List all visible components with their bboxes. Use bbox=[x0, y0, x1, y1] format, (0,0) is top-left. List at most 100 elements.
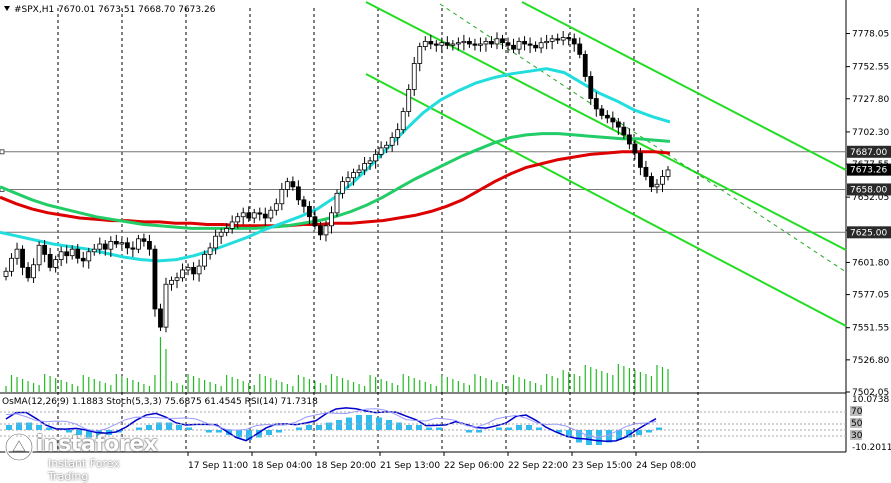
candle-body bbox=[196, 265, 202, 275]
candle-body bbox=[295, 186, 301, 201]
osma-bar bbox=[266, 430, 272, 435]
osc-level-box bbox=[850, 406, 862, 416]
ma-line-ma-144 bbox=[0, 132, 671, 230]
candle-body bbox=[433, 43, 439, 46]
candle-body bbox=[191, 266, 196, 275]
candle-body bbox=[141, 238, 147, 242]
osma-bar bbox=[96, 430, 102, 438]
candle-body bbox=[483, 40, 489, 45]
price-label-box bbox=[847, 163, 891, 176]
candle-body bbox=[345, 177, 351, 183]
candle-body bbox=[312, 216, 318, 227]
candle-body bbox=[643, 166, 649, 177]
osma-bar bbox=[636, 430, 642, 435]
candle-body bbox=[307, 205, 312, 218]
price-chart[interactable]: 7778.057752.557727.807702.307677.557652.… bbox=[0, 0, 891, 473]
candle-body bbox=[9, 257, 14, 272]
price-label-box bbox=[847, 226, 891, 239]
candle-body bbox=[169, 279, 174, 285]
candle-body bbox=[323, 225, 329, 236]
osma-bar bbox=[296, 427, 302, 430]
stoch-main-line bbox=[5, 407, 657, 442]
osma-bar bbox=[6, 425, 12, 430]
osc-level-label: 70 bbox=[851, 407, 863, 417]
candle-body bbox=[257, 212, 263, 215]
osma-bar bbox=[356, 415, 362, 430]
candle-body bbox=[86, 251, 92, 262]
candle-body bbox=[334, 192, 340, 214]
osma-bar bbox=[66, 430, 72, 433]
candle-body bbox=[461, 40, 467, 44]
price-label-text: 7687.00 bbox=[850, 148, 887, 158]
osma-bar bbox=[86, 430, 92, 438]
candle-body bbox=[340, 181, 345, 194]
x-tick-label: 24 Sep 08:00 bbox=[636, 461, 696, 471]
osma-bar bbox=[576, 430, 582, 443]
osma-bar bbox=[326, 422, 332, 430]
osma-bar bbox=[156, 422, 162, 430]
osma-bar bbox=[366, 415, 372, 430]
osma-bar bbox=[626, 430, 632, 438]
candle-body bbox=[489, 40, 494, 45]
candle-body bbox=[466, 40, 472, 45]
y-tick-label: 7551.55 bbox=[852, 324, 889, 334]
candle-body bbox=[533, 44, 538, 49]
candle-body bbox=[47, 253, 53, 268]
osma-bar bbox=[316, 425, 322, 430]
oscillator-labels: OsMA(12,26,9) 1.1883 Stoch(5,3,3) 75.687… bbox=[2, 397, 318, 407]
osma-bar bbox=[526, 425, 532, 430]
osma-bar bbox=[186, 427, 192, 430]
candle-body bbox=[152, 248, 158, 310]
candle-body bbox=[262, 213, 268, 219]
candle-body bbox=[58, 251, 64, 260]
candle-body bbox=[378, 147, 384, 155]
candle-body bbox=[621, 126, 627, 136]
candle-body bbox=[218, 231, 224, 237]
osma-bar bbox=[276, 430, 282, 433]
chart-background bbox=[0, 0, 891, 473]
y-tick-label: 7601.80 bbox=[852, 258, 889, 268]
candle-body bbox=[124, 242, 130, 249]
y-tick-label: 7577.05 bbox=[852, 291, 889, 301]
candle-body bbox=[604, 115, 610, 119]
candle-body bbox=[582, 53, 588, 77]
chart-root: 7778.057752.557727.807702.307677.557652.… bbox=[0, 0, 891, 473]
channel-lower-line bbox=[365, 73, 847, 327]
candle-body bbox=[224, 228, 230, 233]
y-tick-label: 7702.30 bbox=[852, 128, 889, 138]
candle-body bbox=[329, 212, 334, 227]
candle-body bbox=[527, 43, 533, 46]
header-ohlc: 7670.01 7673.51 7668.70 7673.26 bbox=[58, 5, 216, 15]
y-tick-label: 7652.05 bbox=[852, 193, 889, 203]
candle-body bbox=[549, 38, 555, 42]
candle-body bbox=[279, 189, 285, 205]
y-tick-label: 7752.55 bbox=[852, 63, 889, 73]
candle-body bbox=[400, 111, 406, 131]
osma-bar bbox=[496, 427, 502, 430]
candle-body bbox=[229, 221, 235, 229]
candle-body bbox=[80, 257, 86, 262]
candle-body bbox=[516, 40, 522, 50]
osc-level-label: 30 bbox=[851, 431, 863, 441]
candle-body bbox=[511, 44, 516, 50]
candle-body bbox=[42, 244, 48, 255]
osma-bar bbox=[376, 417, 382, 430]
rsi-line bbox=[5, 408, 657, 439]
candle-body bbox=[428, 40, 434, 45]
osma-bar bbox=[616, 430, 622, 440]
candle-body bbox=[130, 247, 136, 250]
osma-bar bbox=[146, 425, 152, 430]
candle-body bbox=[235, 216, 241, 223]
osc-level-box bbox=[850, 430, 862, 440]
watermark-title: instaforex bbox=[36, 432, 158, 457]
candle-body bbox=[654, 183, 660, 188]
candle-body bbox=[20, 248, 25, 268]
candle-body bbox=[649, 176, 654, 188]
candle-body bbox=[108, 240, 114, 250]
candle-body bbox=[538, 42, 544, 49]
candle-body bbox=[102, 243, 108, 250]
x-tick-label: 23 Sep 15:00 bbox=[572, 461, 632, 471]
candle-body bbox=[246, 212, 252, 219]
candle-body bbox=[174, 277, 180, 281]
candle-body bbox=[588, 76, 594, 99]
